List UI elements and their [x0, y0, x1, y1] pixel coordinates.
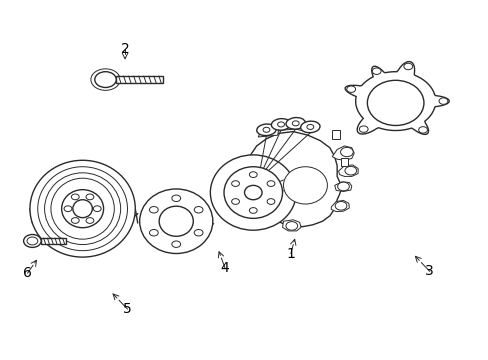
Text: 2: 2 [121, 42, 129, 56]
Text: 5: 5 [123, 302, 132, 316]
Text: 1: 1 [286, 247, 295, 261]
Circle shape [263, 127, 269, 132]
Circle shape [418, 127, 427, 133]
Circle shape [71, 194, 79, 200]
Circle shape [249, 172, 257, 177]
Ellipse shape [271, 119, 290, 130]
Circle shape [334, 202, 346, 210]
Ellipse shape [256, 124, 276, 136]
Circle shape [249, 208, 257, 213]
Ellipse shape [285, 118, 305, 129]
Circle shape [171, 241, 180, 247]
Polygon shape [338, 165, 357, 176]
Ellipse shape [210, 155, 296, 230]
Ellipse shape [366, 80, 423, 126]
Circle shape [277, 122, 284, 127]
Circle shape [285, 222, 297, 230]
Polygon shape [331, 130, 339, 139]
Circle shape [346, 86, 355, 93]
Ellipse shape [73, 200, 92, 218]
Text: 4: 4 [220, 261, 229, 275]
Polygon shape [258, 126, 278, 137]
Polygon shape [331, 146, 353, 160]
Ellipse shape [300, 121, 319, 133]
Circle shape [231, 199, 239, 204]
Circle shape [194, 229, 203, 236]
Polygon shape [282, 220, 301, 231]
Polygon shape [334, 182, 351, 192]
Polygon shape [116, 76, 162, 83]
Circle shape [337, 182, 348, 191]
Circle shape [371, 68, 380, 75]
Polygon shape [330, 201, 348, 212]
Circle shape [344, 166, 356, 175]
Ellipse shape [61, 190, 103, 228]
Ellipse shape [244, 185, 262, 200]
Circle shape [194, 207, 203, 213]
Circle shape [171, 195, 180, 202]
Circle shape [71, 218, 79, 223]
Circle shape [266, 181, 274, 186]
Ellipse shape [44, 173, 121, 244]
Circle shape [86, 218, 94, 223]
Ellipse shape [140, 189, 212, 253]
Circle shape [149, 229, 158, 236]
Ellipse shape [30, 160, 135, 257]
Text: 3: 3 [425, 265, 433, 278]
Polygon shape [340, 158, 347, 166]
Circle shape [340, 147, 352, 157]
Circle shape [359, 126, 367, 132]
Circle shape [27, 237, 38, 245]
Ellipse shape [283, 167, 327, 204]
Ellipse shape [38, 167, 127, 251]
Circle shape [306, 125, 313, 130]
Circle shape [231, 181, 239, 186]
Ellipse shape [51, 178, 114, 239]
Polygon shape [247, 132, 341, 226]
Circle shape [292, 121, 299, 126]
Circle shape [266, 199, 274, 204]
Circle shape [64, 206, 72, 212]
Polygon shape [41, 238, 65, 244]
Ellipse shape [224, 167, 282, 219]
Circle shape [403, 63, 412, 70]
Circle shape [23, 234, 41, 247]
Circle shape [149, 207, 158, 213]
Circle shape [86, 194, 94, 200]
Polygon shape [345, 62, 448, 134]
Circle shape [95, 72, 116, 87]
Circle shape [93, 206, 101, 212]
Ellipse shape [159, 206, 193, 236]
Text: 6: 6 [23, 266, 32, 280]
Circle shape [438, 98, 447, 104]
